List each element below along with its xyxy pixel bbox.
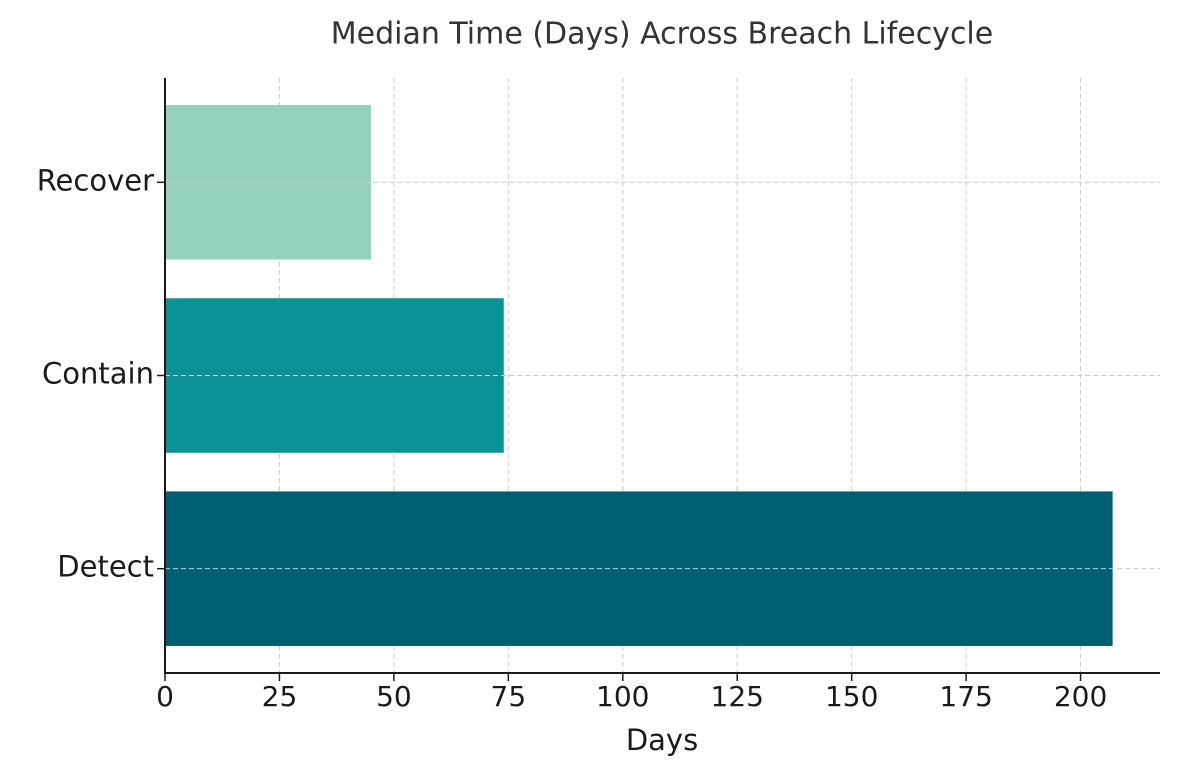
bar	[165, 105, 372, 260]
y-tick-label: Recover	[37, 163, 154, 197]
x-axis-label: Days	[626, 723, 698, 757]
chart-title: Median Time (Days) Across Breach Lifecyc…	[331, 17, 993, 52]
y-tick-label: Contain	[42, 357, 154, 391]
x-tick-label: 100	[596, 680, 649, 713]
y-tick-label: Detect	[57, 550, 154, 584]
x-tick-label: 200	[1054, 680, 1107, 713]
x-tick-label: 125	[711, 680, 764, 713]
x-tick-label: 0	[156, 680, 174, 713]
x-tick-label: 25	[262, 680, 298, 713]
x-tick-label: 175	[939, 680, 992, 713]
x-tick-label: 150	[825, 680, 878, 713]
x-tick-label: 75	[491, 680, 527, 713]
x-tick-label: 50	[376, 680, 412, 713]
